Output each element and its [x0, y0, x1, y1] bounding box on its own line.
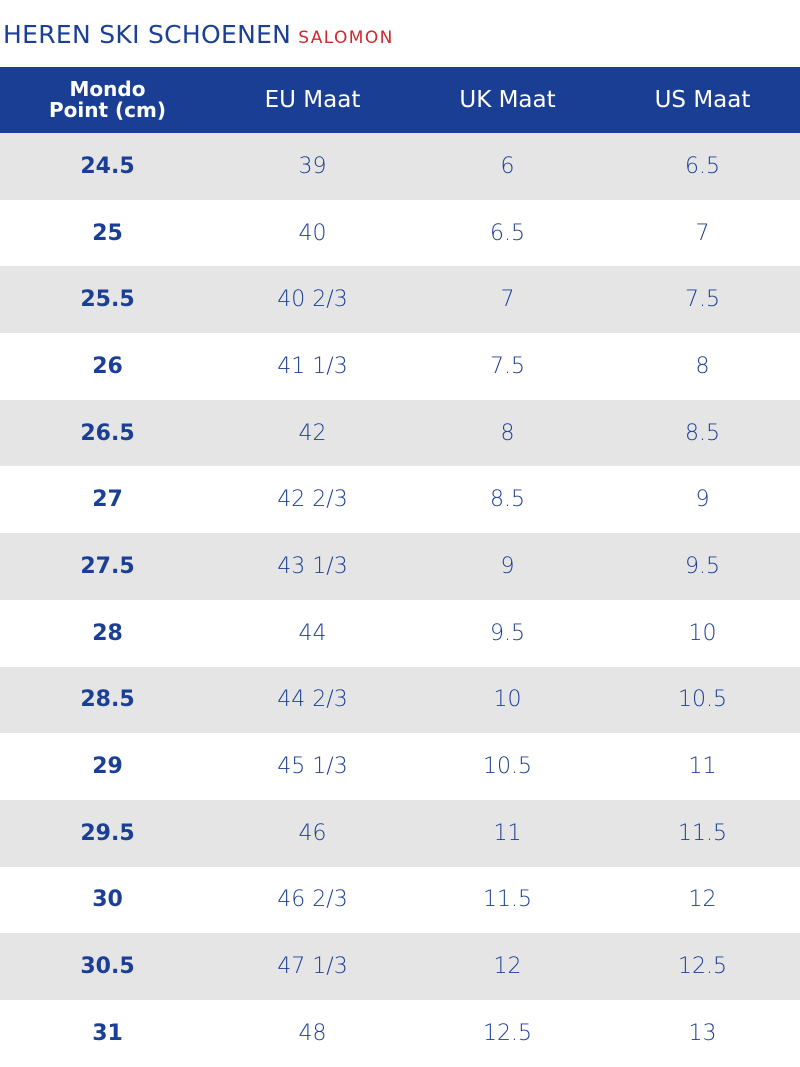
table-row: 27 42 2/3 8.5 9: [0, 466, 800, 534]
table-cell-mondo: 30.5: [80, 954, 135, 980]
table-cell-eu: 45 1/3: [277, 754, 348, 780]
table-cell-mondo: 28.5: [80, 687, 135, 713]
table-cell-us: 8.5: [685, 420, 720, 446]
table-cell-mondo: 30: [92, 887, 123, 913]
table-cell-mondo: 26.5: [80, 420, 135, 446]
table-cell-uk: 12: [493, 954, 522, 980]
table-cell-uk: 8.5: [490, 487, 525, 513]
table-row: 29.5 46 11 11.5: [0, 799, 800, 867]
table-row: 29 45 1/3 10.5 11: [0, 733, 800, 800]
table-cell-eu: 42 2/3: [277, 487, 348, 513]
table-cell-uk: 10.5: [483, 754, 532, 780]
table-cell-uk: 9: [500, 553, 515, 579]
column-header-eu: EU Maat: [264, 87, 361, 113]
table-cell-us: 7: [695, 220, 710, 246]
table-cell-eu: 40 2/3: [277, 287, 348, 313]
table-cell-uk: 8: [500, 420, 515, 446]
size-table: Mondo Point (cm) EU Maat UK Maat US Maat…: [0, 67, 800, 1067]
table-cell-us: 11.5: [678, 820, 727, 846]
table-cell-us: 10.5: [678, 687, 727, 713]
table-row: 25.5 40 2/3 7 7.5: [0, 266, 800, 334]
table-cell-eu: 40: [298, 220, 327, 246]
table-row: 26 41 1/3 7.5 8: [0, 333, 800, 400]
table-row: 26.5 42 8 8.5: [0, 399, 800, 467]
table-header: Mondo Point (cm) EU Maat UK Maat US Maat: [0, 67, 800, 133]
table-cell-uk: 11: [493, 820, 522, 846]
table-row: 25 40 6.5 7: [0, 199, 800, 267]
table-cell-us: 12.5: [678, 954, 727, 980]
table-cell-eu: 42: [298, 420, 327, 446]
table-cell-us: 9: [695, 487, 710, 513]
table-cell-uk: 10: [493, 687, 522, 713]
column-header-us: US Maat: [654, 87, 751, 113]
column-header-uk: UK Maat: [459, 87, 556, 113]
table-cell-eu: 39: [298, 153, 327, 179]
table-cell-eu: 44: [298, 620, 327, 646]
table-cell-uk: 12.5: [483, 1020, 532, 1046]
table-cell-uk: 9.5: [490, 620, 525, 646]
table-cell-mondo: 25: [92, 220, 123, 246]
page-title: HEREN SKI SCHOENEN SALOMON: [3, 20, 394, 53]
table-cell-mondo: 29.5: [80, 820, 135, 846]
title-bar: HEREN SKI SCHOENEN SALOMON: [0, 0, 800, 67]
table-cell-eu: 46 2/3: [277, 887, 348, 913]
table-cell-uk: 7: [500, 287, 515, 313]
table-cell-mondo: 27.5: [80, 553, 135, 579]
table-cell-mondo: 25.5: [80, 287, 135, 313]
table-cell-us: 11: [688, 754, 717, 780]
table-cell-us: 10: [688, 620, 717, 646]
table-cell-us: 9.5: [685, 553, 720, 579]
page-title-text: HEREN SKI SCHOENEN: [3, 20, 292, 49]
table-row: 27.5 43 1/3 9 9.5: [0, 533, 800, 600]
table-cell-mondo: 24.5: [80, 153, 135, 179]
table-cell-mondo: 31: [92, 1020, 123, 1046]
table-row: 28.5 44 2/3 10 10.5: [0, 666, 800, 734]
brand-label: SALOMON: [298, 28, 394, 48]
table-cell-us: 13: [688, 1020, 717, 1046]
table-body: 24.5 39 6 6.5 25 40 6.5 7 25.5 40 2/3 7 7.5 26 41 1/3…: [0, 133, 800, 1067]
column-header-mondo-point: Mondo Point (cm): [0, 67, 215, 133]
table-cell-mondo: 27: [92, 487, 123, 513]
table-cell-uk: 7.5: [490, 353, 525, 379]
column-header-mondo-line2: Point (cm): [49, 98, 166, 122]
table-cell-us: 8: [695, 353, 710, 379]
table-row: 30 46 2/3 11.5 12: [0, 866, 800, 934]
table-cell-mondo: 28: [92, 620, 123, 646]
table-cell-uk: 6.5: [490, 220, 525, 246]
table-cell-eu: 43 1/3: [277, 553, 348, 579]
table-cell-eu: 46: [298, 820, 327, 846]
column-header-mondo-line1: Mondo: [69, 77, 146, 101]
table-cell-eu: 41 1/3: [277, 353, 348, 379]
table-cell-us: 6.5: [685, 153, 720, 179]
table-row: 28 44 9.5 10: [0, 599, 800, 667]
table-cell-eu: 47 1/3: [277, 954, 348, 980]
table-row: 31 48 12.5 13: [0, 999, 800, 1067]
table-row: 30.5 47 1/3 12 12.5: [0, 933, 800, 1000]
table-cell-mondo: 26: [92, 353, 123, 379]
table-cell-eu: 44 2/3: [277, 687, 348, 713]
table-cell-eu: 48: [298, 1020, 327, 1046]
table-cell-us: 7.5: [685, 287, 720, 313]
table-cell-uk: 11.5: [483, 887, 532, 913]
table-cell-mondo: 29: [92, 754, 123, 780]
table-row: 24.5 39 6 6.5: [0, 133, 800, 200]
table-cell-uk: 6: [500, 153, 515, 179]
table-cell-us: 12: [688, 887, 717, 913]
